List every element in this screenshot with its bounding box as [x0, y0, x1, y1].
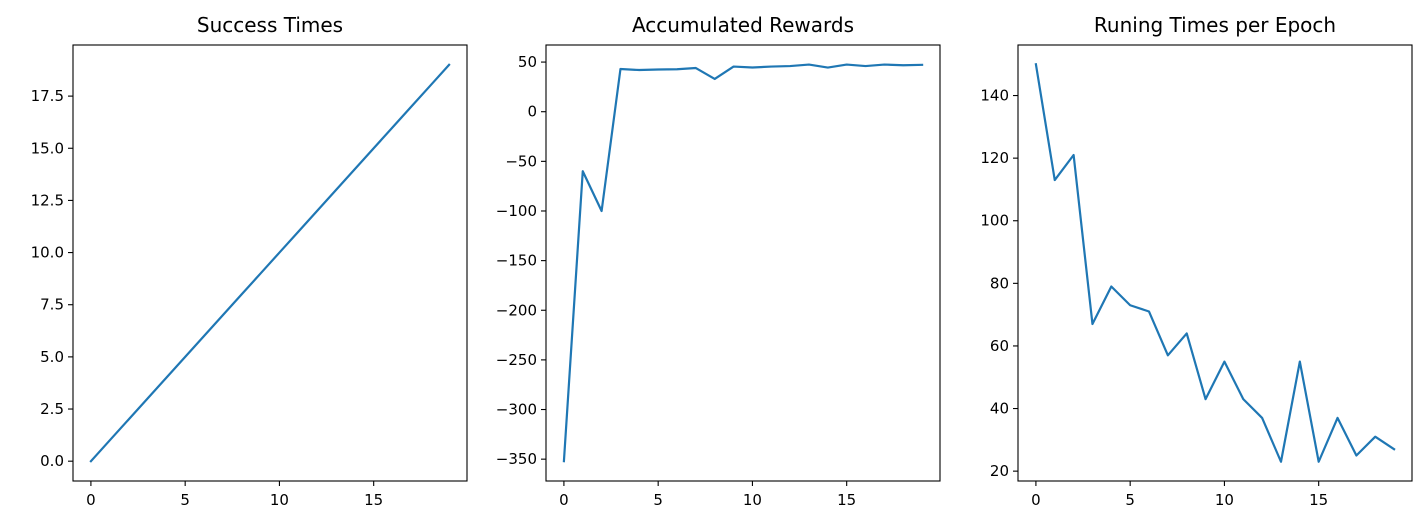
series-line [1034, 62, 1396, 463]
axes-frame [72, 44, 468, 482]
y-tick-label: 10.0 [31, 244, 64, 262]
subplot-accumulated-rewards: Accumulated Rewards 0 5 10 15 −350 −300 −250 −2… [496, 13, 941, 509]
y-tick-label: 140 [980, 87, 1009, 105]
y-tick-label: 60 [990, 337, 1009, 355]
x-tick-label: 10 [1215, 491, 1234, 509]
y-tick-label: −50 [505, 152, 537, 170]
subplot-success-times: Success Times 0 5 10 15 0.0 2.5 5.0 7.5 10.0 12.5… [31, 13, 468, 509]
x-tick-label: 0 [86, 491, 96, 509]
axes-frame [1017, 44, 1413, 482]
chart-title: Success Times [197, 13, 343, 37]
series-line [562, 63, 924, 463]
y-tick-label: 80 [990, 274, 1009, 292]
x-tick-label: 15 [1309, 491, 1328, 509]
y-tick-label: 100 [980, 212, 1009, 230]
plot-area: 0 5 10 15 0.0 2.5 5.0 7.5 10.0 12.5 15.0 17.5 [31, 44, 468, 509]
y-tick-label: 0.0 [40, 452, 64, 470]
y-tick-label: −150 [496, 252, 537, 270]
x-tick-label: 0 [1031, 491, 1041, 509]
y-tick-label: −350 [496, 450, 537, 468]
y-tick-label: −250 [496, 351, 537, 369]
plot-area: 0 5 10 15 20 40 60 80 100 120 140 [980, 44, 1413, 509]
x-tick-label: 5 [180, 491, 190, 509]
subplot-running-times: Runing Times per Epoch 0 5 10 15 20 40 60 80 100… [980, 13, 1413, 509]
y-tick-label: 20 [990, 462, 1009, 480]
axes-frame [545, 44, 941, 482]
y-tick-label: 50 [518, 53, 537, 71]
y-tick-label: 17.5 [31, 87, 64, 105]
series-line [89, 63, 451, 463]
y-tick-label: 12.5 [31, 191, 64, 209]
y-tick-label: 15.0 [31, 139, 64, 157]
x-tick-label: 5 [1125, 491, 1135, 509]
y-tick-label: 120 [980, 149, 1009, 167]
y-tick-label: 40 [990, 400, 1009, 418]
y-tick-label: −100 [496, 202, 537, 220]
x-tick-label: 5 [653, 491, 663, 509]
x-tick-label: 10 [743, 491, 762, 509]
y-tick-label: 5.0 [40, 348, 64, 366]
y-tick-label: 2.5 [40, 400, 64, 418]
plot-area: 0 5 10 15 −350 −300 −250 −200 −150 −100 −50 0 50 [496, 44, 941, 509]
chart-title: Runing Times per Epoch [1094, 13, 1336, 37]
x-tick-label: 10 [270, 491, 289, 509]
y-tick-label: −200 [496, 301, 537, 319]
chart-title: Accumulated Rewards [632, 13, 854, 37]
x-tick-label: 0 [559, 491, 569, 509]
y-tick-label: −300 [496, 401, 537, 419]
x-tick-label: 15 [364, 491, 383, 509]
y-tick-label: 7.5 [40, 296, 64, 314]
y-tick-label: 0 [527, 103, 537, 121]
x-tick-label: 15 [837, 491, 856, 509]
